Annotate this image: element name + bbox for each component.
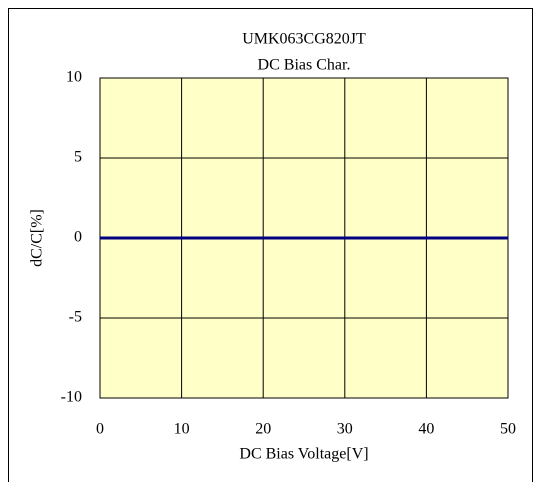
x-tick-label: 20 bbox=[255, 421, 271, 438]
y-tick-label: 10 bbox=[66, 69, 82, 86]
x-tick-label: 50 bbox=[500, 421, 516, 438]
y-tick-label: 0 bbox=[74, 229, 82, 246]
x-tick-label: 30 bbox=[337, 421, 353, 438]
y-tick-label: 5 bbox=[74, 149, 82, 166]
chart-subtitle: DC Bias Char. bbox=[258, 57, 351, 74]
chart-title: UMK063CG820JT bbox=[242, 31, 366, 48]
x-tick-label: 0 bbox=[96, 421, 104, 438]
y-tick-label: -10 bbox=[61, 389, 82, 406]
y-axis-label: dC/C[%] bbox=[29, 209, 46, 267]
x-axis-label: DC Bias Voltage[V] bbox=[239, 446, 368, 463]
y-tick-label: -5 bbox=[69, 309, 82, 326]
x-tick-label: 40 bbox=[418, 421, 434, 438]
x-tick-label: 10 bbox=[174, 421, 190, 438]
